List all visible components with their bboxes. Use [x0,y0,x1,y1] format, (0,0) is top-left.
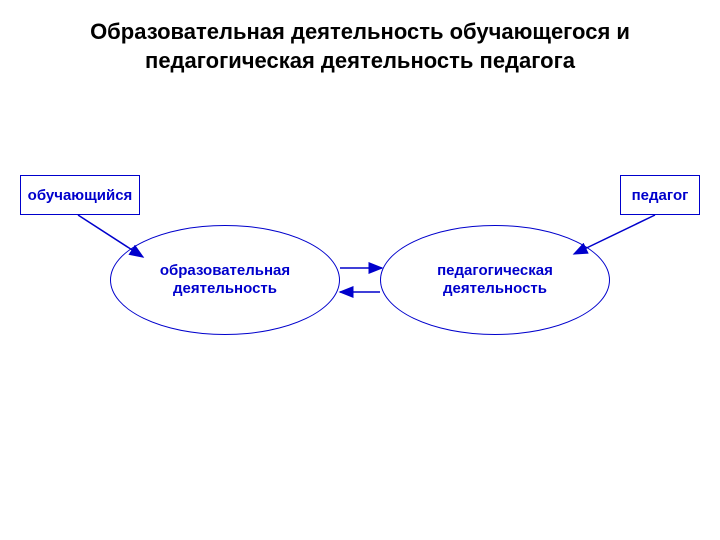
title-line1: Образовательная деятельность обучающегос… [90,19,630,44]
node-box-student: обучающийся [20,175,140,215]
node-box-teacher: педагог [620,175,700,215]
ellipse-left-line2: деятельность [173,280,277,297]
node-box-teacher-label: педагог [632,187,689,204]
ellipse-left-line1: образовательная [160,262,290,279]
title-line2: педагогическая деятельность педагога [145,48,575,73]
node-ellipse-pedagogical: педагогическая деятельность [380,225,610,335]
arrows-layer [0,0,720,540]
node-box-student-label: обучающийся [28,187,133,204]
ellipse-right-line2: деятельность [443,280,547,297]
node-ellipse-educational: образовательная деятельность [110,225,340,335]
ellipse-right-line1: педагогическая [437,262,553,279]
page-title: Образовательная деятельность обучающегос… [0,18,720,75]
